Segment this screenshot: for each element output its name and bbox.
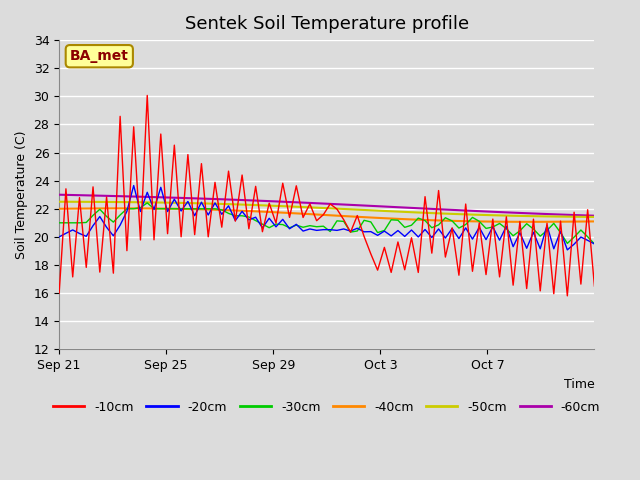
-20cm — [563, 247, 571, 253]
-60cm — [374, 204, 381, 209]
-60cm — [530, 211, 538, 216]
-30cm — [591, 241, 598, 247]
-50cm — [292, 204, 300, 210]
Title: Sentek Soil Temperature profile: Sentek Soil Temperature profile — [185, 15, 469, 33]
-40cm — [300, 211, 307, 216]
-20cm — [55, 234, 63, 240]
Line: -60cm: -60cm — [59, 195, 595, 216]
-10cm — [563, 293, 571, 299]
Line: -40cm: -40cm — [59, 208, 595, 222]
-10cm — [591, 283, 598, 289]
-50cm — [374, 208, 381, 214]
-50cm — [401, 209, 408, 215]
-40cm — [543, 219, 551, 225]
-10cm — [381, 244, 388, 250]
-30cm — [381, 228, 388, 233]
-10cm — [408, 235, 415, 240]
-40cm — [123, 205, 131, 211]
-20cm — [130, 183, 138, 189]
-20cm — [428, 235, 436, 240]
-20cm — [300, 228, 307, 234]
Y-axis label: Soil Temperature (C): Soil Temperature (C) — [15, 131, 28, 259]
-30cm — [428, 225, 436, 230]
Text: BA_met: BA_met — [70, 49, 129, 63]
-60cm — [292, 199, 300, 205]
-50cm — [591, 214, 598, 220]
-40cm — [387, 216, 395, 221]
-30cm — [408, 222, 415, 228]
-10cm — [143, 93, 151, 98]
-60cm — [591, 213, 598, 218]
-30cm — [387, 217, 395, 223]
-50cm — [55, 199, 63, 204]
-60cm — [55, 192, 63, 198]
-30cm — [143, 200, 151, 206]
-20cm — [387, 233, 395, 239]
-20cm — [408, 227, 415, 233]
-60cm — [421, 206, 429, 212]
-30cm — [300, 224, 307, 230]
-50cm — [530, 213, 538, 219]
-40cm — [428, 217, 436, 223]
-10cm — [536, 288, 544, 294]
Line: -30cm: -30cm — [59, 203, 595, 244]
-40cm — [523, 219, 531, 225]
-60cm — [381, 204, 388, 209]
-30cm — [55, 220, 63, 226]
-40cm — [381, 216, 388, 221]
-40cm — [55, 206, 63, 212]
Line: -50cm: -50cm — [59, 202, 595, 217]
-50cm — [421, 210, 429, 216]
-30cm — [536, 233, 544, 239]
-10cm — [428, 250, 436, 256]
-20cm — [381, 228, 388, 234]
-20cm — [536, 246, 544, 252]
-10cm — [55, 290, 63, 296]
-20cm — [591, 241, 598, 247]
-50cm — [381, 208, 388, 214]
-10cm — [300, 215, 307, 220]
Line: -10cm: -10cm — [59, 96, 595, 296]
-40cm — [408, 216, 415, 222]
Legend: -10cm, -20cm, -30cm, -40cm, -50cm, -60cm: -10cm, -20cm, -30cm, -40cm, -50cm, -60cm — [48, 396, 605, 419]
X-axis label: Time: Time — [564, 378, 595, 391]
-40cm — [591, 218, 598, 224]
-10cm — [387, 269, 395, 275]
Line: -20cm: -20cm — [59, 186, 595, 250]
-60cm — [401, 204, 408, 210]
